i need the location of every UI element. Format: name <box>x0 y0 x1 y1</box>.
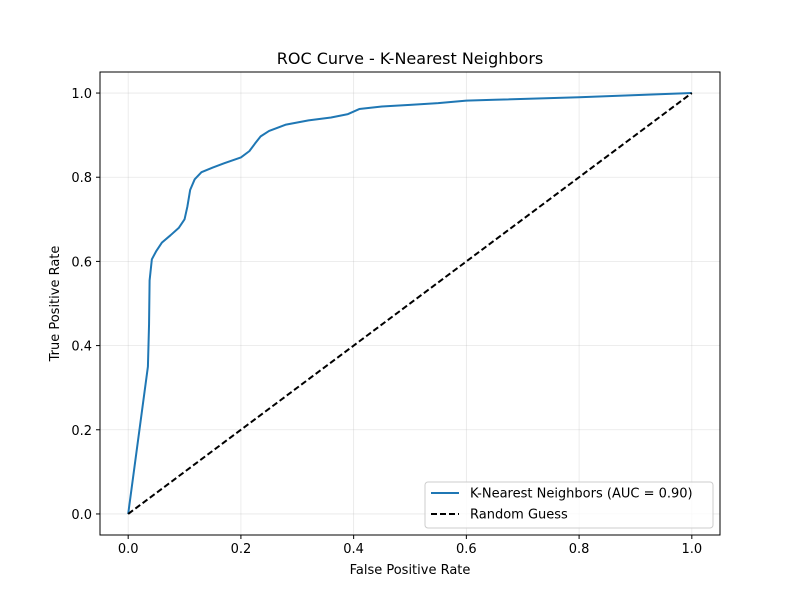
y-tick-label: 0.4 <box>71 340 92 355</box>
legend-box <box>424 481 714 529</box>
x-tick-label: 1.0 <box>681 542 702 557</box>
series-layer <box>127 92 693 515</box>
y-tick-label: 0.0 <box>71 508 92 523</box>
legend: K-Nearest Neighbors (AUC = 0.90) Random … <box>424 481 714 529</box>
grid <box>100 72 720 535</box>
plot-frame <box>99 71 721 536</box>
ticks: 0.0 0.2 0.4 0.6 0.8 1.0 0.0 0.2 0.4 0.6 0.8 1.0 <box>71 87 702 557</box>
y-axis-label: True Positive Rate <box>48 246 63 363</box>
random-guess-line <box>127 92 693 515</box>
x-tick-label: 0.8 <box>569 542 590 557</box>
chart-title: ROC Curve - K-Nearest Neighbors <box>277 49 544 68</box>
x-tick-label: 0.2 <box>231 542 252 557</box>
y-tick-label: 0.8 <box>71 171 92 186</box>
y-tick-label: 1.0 <box>71 87 92 102</box>
legend-label-knn: K-Nearest Neighbors (AUC = 0.90) <box>470 487 693 502</box>
knn-roc-line <box>127 92 692 515</box>
x-tick-label: 0.0 <box>118 542 139 557</box>
x-tick-label: 0.6 <box>456 542 477 557</box>
y-tick-label: 0.6 <box>71 255 92 270</box>
x-tick-label: 0.4 <box>343 542 364 557</box>
x-axis-label: False Positive Rate <box>350 563 471 578</box>
y-tick-label: 0.2 <box>71 424 92 439</box>
legend-label-random: Random Guess <box>470 508 568 523</box>
